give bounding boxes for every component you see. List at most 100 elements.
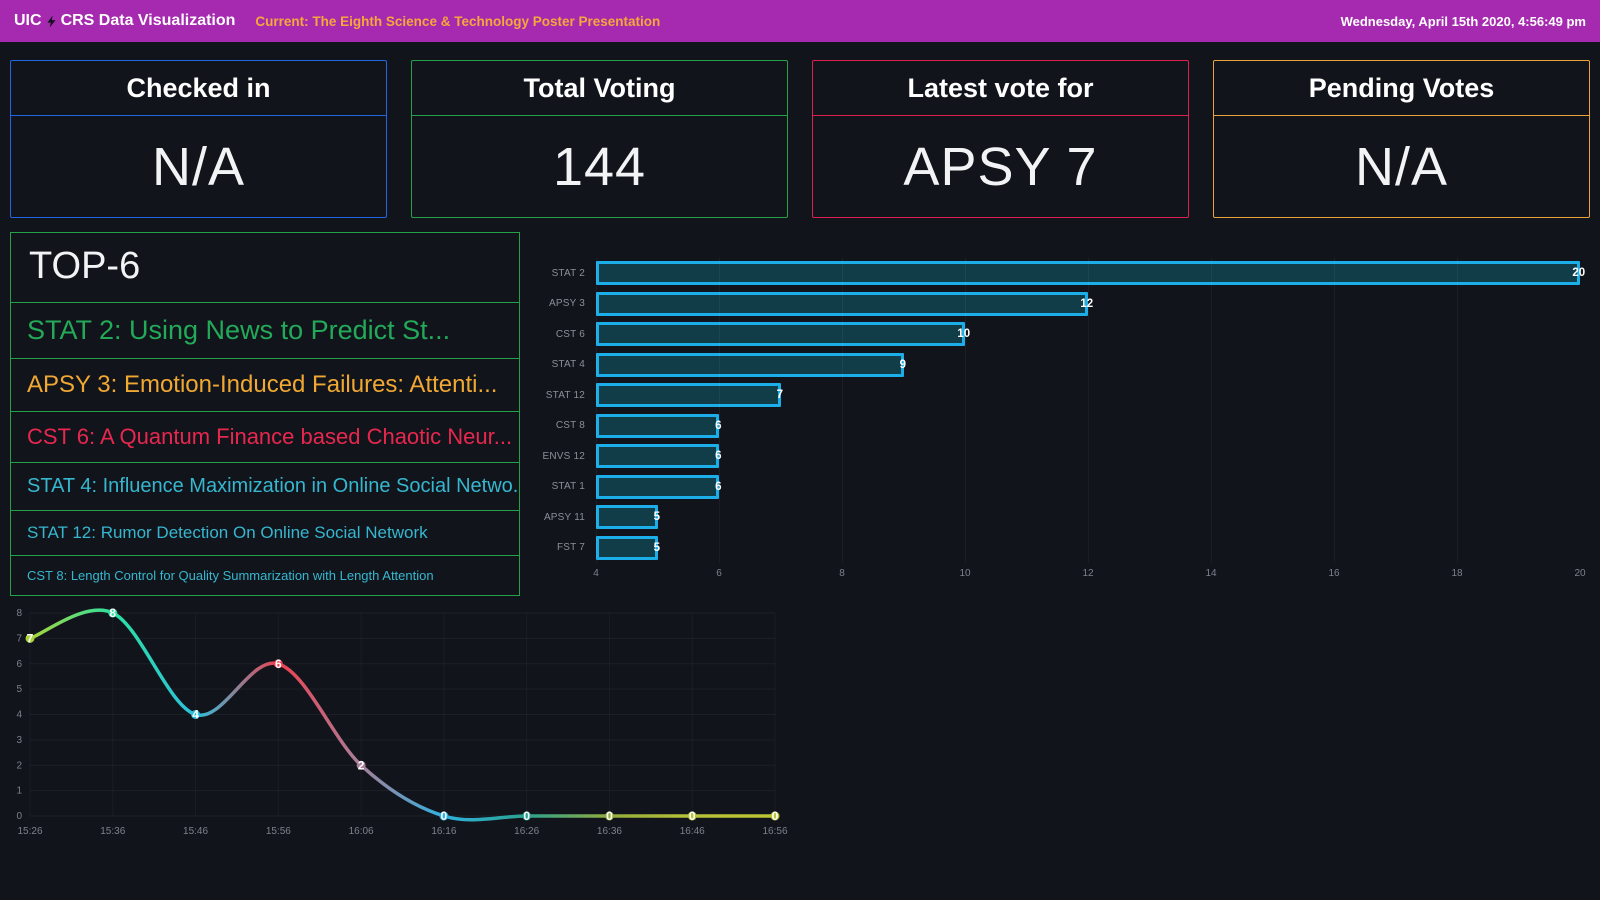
top6-item: CST 8: Length Control for Quality Summar… (11, 555, 519, 595)
data-point (770, 811, 780, 821)
bar-x-tick-label: 4 (593, 568, 599, 579)
stat-card-value: N/A (151, 136, 246, 197)
data-point (604, 811, 614, 821)
bar-category-label: STAT 4 (551, 359, 585, 371)
data-point (191, 710, 201, 719)
bar-track: 9 (596, 352, 1580, 377)
x-tick-label: 16:56 (762, 826, 787, 837)
y-tick-label: 4 (16, 710, 22, 721)
bar-track: 10 (596, 322, 1580, 347)
bar-value-label: 5 (653, 541, 661, 554)
bar-value-label: 5 (653, 511, 661, 524)
y-tick-label: 7 (16, 633, 22, 644)
y-tick-label: 0 (16, 811, 22, 822)
data-point-label: 4 (192, 708, 199, 722)
bar-track: 5 (596, 535, 1580, 560)
brand-left: UIC (14, 12, 42, 29)
top6-panel: TOP-6 STAT 2: Using News to Predict St..… (10, 232, 520, 596)
bar-row: CST 6 10 (532, 319, 1580, 350)
bar-value-label: 6 (715, 450, 722, 463)
bar-track: 5 (596, 505, 1580, 530)
bar-track: 6 (596, 474, 1580, 499)
bar-category-label: STAT 1 (551, 481, 585, 493)
bar-x-tick-label: 10 (959, 568, 971, 579)
bar-x-tick-label: 14 (1205, 568, 1217, 579)
data-point-label: 0 (772, 809, 779, 823)
bar-category-label: APSY 3 (548, 298, 585, 310)
current-event-label: Current: The Eighth Science & Technology… (255, 13, 661, 29)
y-tick-label: 5 (16, 684, 22, 695)
bar-row: APSY 11 5 (532, 502, 1580, 533)
trend-line-path (28, 608, 777, 822)
x-tick-label: 16:26 (514, 826, 539, 837)
data-point-label: 6 (275, 657, 282, 671)
bar-category-label: STAT 12 (545, 389, 585, 401)
data-point (522, 811, 532, 821)
data-point-label: 0 (441, 809, 448, 823)
y-tick-label: 1 (16, 786, 22, 797)
top6-item: CST 6: A Quantum Finance based Chaotic N… (11, 411, 519, 462)
top6-item: STAT 12: Rumor Detection On Online Socia… (11, 510, 519, 555)
bar-row: STAT 12 7 (532, 380, 1580, 411)
bar-track: 12 (596, 291, 1580, 316)
bar-value-label: 6 (715, 480, 722, 493)
bar-category-label: CST 8 (555, 420, 585, 432)
bar-row: APSY 3 12 (532, 289, 1580, 320)
bar-row: STAT 1 6 (532, 472, 1580, 503)
bar-row: STAT 4 9 (532, 350, 1580, 381)
vote-bar (596, 322, 965, 347)
data-point-label: 0 (606, 809, 613, 823)
bar-row: FST 7 5 (532, 533, 1580, 564)
vote-bar (596, 352, 904, 377)
vote-bar (596, 383, 781, 408)
x-tick-label: 15:26 (17, 826, 42, 837)
stat-card: Pending Votes N/A (1213, 60, 1590, 218)
stat-cards: Checked in N/A Total Voting 144 Latest vote … (10, 60, 1590, 218)
bar-category-label: FST 7 (556, 542, 585, 554)
app-header: UIC CRS Data Visualization Current: The … (0, 0, 1600, 42)
vote-bar (596, 444, 719, 469)
bar-track: 6 (596, 413, 1580, 438)
bar-x-tick-label: 18 (1451, 568, 1463, 579)
bar-category-label: STAT 2 (551, 267, 585, 279)
middle-row: TOP-6 STAT 2: Using News to Predict St..… (10, 232, 1590, 596)
trend-line-svg: 0 1 2 3 4 5 6 7 8 15:26 15:36 15:46 15:56 16:06 16:16 1… (16, 606, 788, 837)
x-tick-label: 15:46 (183, 826, 208, 837)
x-tick-label: 15:36 (100, 826, 125, 837)
y-tick-label: 2 (16, 760, 22, 771)
stat-card: Total Voting 144 (411, 60, 788, 218)
bar-value-label: 9 (899, 358, 907, 371)
y-tick-label: 3 (16, 735, 22, 746)
data-point-label: 0 (523, 809, 530, 823)
x-tick-label: 16:36 (597, 826, 622, 837)
vote-bar (596, 261, 1580, 286)
bar-row: CST 8 6 (532, 411, 1580, 442)
bar-value-label: 10 (957, 328, 971, 341)
x-tick-label: 16:46 (680, 826, 705, 837)
x-tick-label: 15:56 (266, 826, 291, 837)
bar-x-tick-label: 8 (839, 568, 845, 579)
top6-item: STAT 2: Using News to Predict St... (11, 302, 519, 358)
x-tick-label: 16:16 (431, 826, 456, 837)
bar-x-tick-label: 12 (1082, 568, 1094, 579)
bar-row: ENVS 12 6 (532, 441, 1580, 472)
top6-title: TOP-6 (29, 245, 141, 287)
data-point (273, 659, 283, 669)
stat-card-value: 144 (552, 136, 647, 197)
bar-rows: STAT 2 20 APSY 3 12 CST 6 10 STAT 4 9 STAT 12 7 CS… (532, 258, 1585, 564)
stat-card: Latest vote for APSY 7 (812, 60, 1189, 218)
bar-track: 7 (596, 383, 1580, 408)
stat-card-value: N/A (1354, 136, 1449, 197)
y-tick-label: 6 (16, 659, 22, 670)
vote-bar (596, 535, 658, 560)
stat-card-title: Checked in (11, 61, 386, 116)
trend-line-chart: 0 1 2 3 4 5 6 7 8 15:26 15:36 15:46 15:56 16:06 16:16 1… (0, 600, 1600, 855)
bar-x-tick-label: 6 (716, 568, 722, 579)
vote-bar (596, 505, 658, 530)
vote-bar (596, 291, 1088, 316)
bar-value-label: 6 (715, 419, 722, 432)
top6-item: STAT 4: Influence Maximization in Online… (11, 462, 519, 510)
stat-card-value: APSY 7 (903, 136, 1098, 197)
data-point (356, 760, 366, 770)
bar-x-tick-label: 20 (1574, 568, 1586, 579)
